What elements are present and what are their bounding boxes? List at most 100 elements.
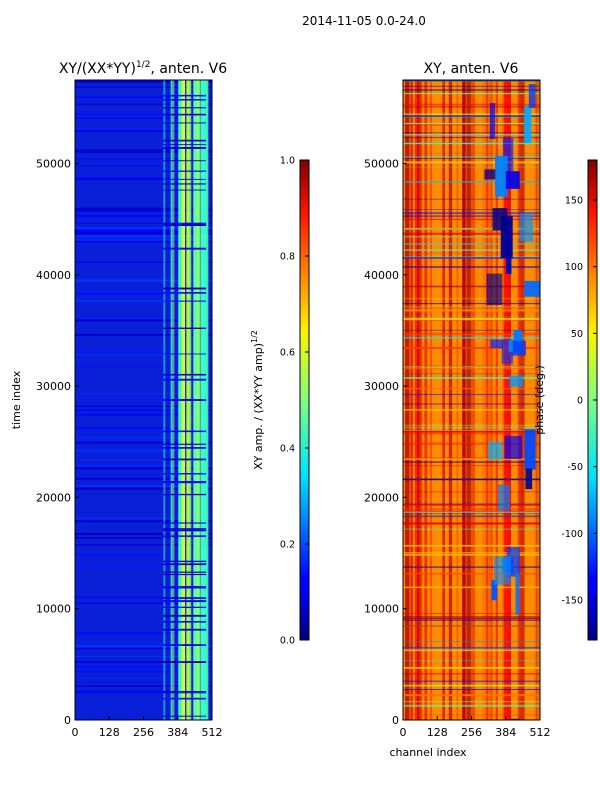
- phase-heatmap-column: [496, 80, 498, 720]
- amplitude-heatmap-row: [75, 103, 212, 105]
- amplitude-heatmap-row: [75, 150, 212, 153]
- phase-y-tick-label: 10000: [364, 603, 399, 616]
- phase-x-tick-label: 384: [495, 726, 516, 739]
- amplitude-heatmap-row: [75, 405, 212, 407]
- phase-heatmap-row: [403, 705, 540, 707]
- amplitude-heatmap-row: [75, 661, 212, 663]
- phase-heatmap-patch: [492, 208, 508, 231]
- amplitude-y-tick-label: 0: [64, 714, 71, 727]
- amplitude-heatmap-row: [163, 147, 207, 149]
- amplitude-heatmap-row: [75, 227, 212, 230]
- phase-heatmap-row: [403, 232, 540, 235]
- amplitude-y-tick-label: 50000: [36, 157, 71, 170]
- phase-heatmap-column: [521, 80, 525, 720]
- amplitude-heatmap-row: [75, 398, 212, 400]
- amplitude-heatmap-row: [75, 230, 212, 233]
- amplitude-heatmap-row: [163, 170, 207, 172]
- phase-heatmap-row: [403, 256, 540, 258]
- amplitude-heatmap-row: [163, 535, 207, 537]
- phase-heatmap-patch: [505, 171, 520, 189]
- phase-heatmap-row: [403, 181, 540, 183]
- phase-heatmap-row: [403, 680, 540, 683]
- phase-heatmap-row: [403, 332, 540, 335]
- phase-heatmap-column: [424, 80, 426, 720]
- phase-heatmap-column: [414, 80, 417, 720]
- phase-heatmap-row: [403, 522, 540, 525]
- amplitude-colorbar-tick-label: 0.8: [280, 252, 295, 263]
- phase-heatmap-row: [403, 298, 540, 300]
- phase-colorbar-label: phase (deg.): [533, 365, 546, 435]
- amplitude-colorbar: [299, 159, 310, 641]
- phase-heatmap-patch: [524, 106, 532, 144]
- amplitude-heatmap-row: [163, 473, 207, 475]
- amplitude-heatmap-row: [163, 300, 207, 302]
- phase-heatmap-patch: [525, 468, 533, 490]
- amplitude-heatmap-row: [75, 602, 212, 604]
- phase-heatmap-row: [403, 316, 540, 318]
- amplitude-heatmap-row: [75, 632, 212, 635]
- phase-heatmap-row: [403, 373, 540, 375]
- phase-heatmap-row: [403, 124, 540, 126]
- phase-heatmap-column: [418, 80, 423, 720]
- amplitude-x-tick-label: 256: [133, 726, 154, 739]
- phase-heatmap-row: [403, 672, 540, 674]
- phase-heatmap-column: [507, 80, 510, 720]
- phase-heatmap-row: [403, 424, 540, 426]
- amplitude-heatmap-row: [75, 487, 212, 490]
- phase-heatmap-row: [403, 228, 540, 230]
- amplitude-heatmap-row: [163, 113, 207, 116]
- amplitude-heatmap-row: [75, 681, 212, 683]
- amplitude-heatmap-row: [75, 517, 212, 520]
- amplitude-heatmap-row: [163, 528, 207, 530]
- amplitude-colorbar-tick-label: 0.0: [280, 636, 295, 647]
- phase-heatmap-patch: [519, 213, 534, 242]
- phase-heatmap-row: [403, 209, 540, 210]
- phase-heatmap-row: [403, 625, 540, 627]
- amplitude-heatmap-row: [163, 287, 207, 290]
- amplitude-heatmap-row: [163, 447, 207, 449]
- phase-heatmap-row: [403, 80, 540, 82]
- amplitude-y-tick-label: 10000: [36, 603, 71, 616]
- amplitude-heatmap-row: [163, 399, 207, 401]
- phase-heatmap-patch: [524, 429, 536, 470]
- amplitude-heatmap-row: [163, 715, 207, 717]
- phase-heatmap-row: [403, 694, 540, 697]
- phase-heatmap-row: [403, 285, 540, 288]
- phase-heatmap-stripes: [403, 80, 540, 720]
- phase-heatmap-row: [403, 457, 540, 459]
- phase-heatmap-row: [403, 430, 540, 433]
- amplitude-heatmap-row: [75, 544, 212, 546]
- amplitude-heatmap-row: [163, 139, 207, 142]
- amplitude-heatmap-row: [75, 334, 212, 337]
- amplitude-heatmap-row: [75, 537, 212, 539]
- phase-heatmap-patch: [528, 84, 536, 108]
- amplitude-heatmap-row: [163, 107, 207, 109]
- amplitude-heatmap-row: [163, 573, 207, 576]
- phase-heatmap-row: [403, 249, 540, 251]
- phase-heatmap-row: [403, 429, 540, 432]
- phase-heatmap-row: [403, 553, 540, 556]
- amplitude-heatmap-row: [163, 222, 207, 225]
- phase-heatmap-row: [403, 319, 540, 321]
- phase-heatmap-column: [446, 80, 449, 720]
- phase-heatmap-patch: [486, 273, 503, 305]
- phase-heatmap-column: [487, 80, 492, 720]
- amplitude-heatmap-row: [75, 238, 212, 241]
- amplitude-heatmap-row: [163, 94, 207, 97]
- amplitude-heatmap-row: [163, 614, 207, 617]
- amplitude-heatmap-row: [75, 436, 212, 439]
- phase-heatmap-row: [403, 212, 540, 214]
- phase-heatmap-row: [403, 309, 540, 312]
- amplitude-heatmap-row: [75, 596, 212, 598]
- amplitude-heatmap-row: [75, 409, 212, 411]
- phase-heatmap-row: [403, 218, 540, 220]
- phase-heatmap-row: [403, 667, 540, 669]
- phase-heatmap-row: [403, 136, 540, 139]
- phase-plot-title: XY, anten. V6: [424, 61, 519, 77]
- amplitude-heatmap-row: [75, 177, 212, 180]
- amplitude-heatmap-row: [75, 128, 212, 131]
- phase-colorbar-tick-label: 100: [565, 262, 583, 273]
- phase-heatmap-column: [466, 80, 471, 720]
- amplitude-heatmap-row: [163, 691, 207, 692]
- amplitude-heatmap-row: [163, 661, 207, 663]
